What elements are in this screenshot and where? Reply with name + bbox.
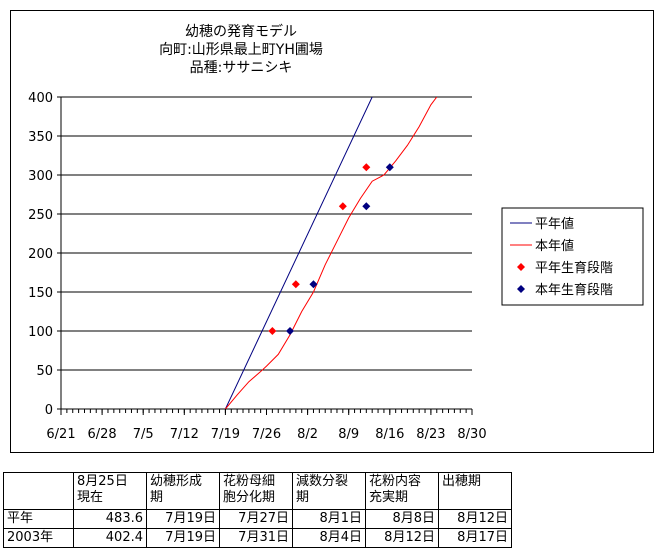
data-point xyxy=(338,202,347,211)
data-point xyxy=(385,163,394,172)
x-tick-label: 8/23 xyxy=(416,427,445,442)
data-point xyxy=(362,163,371,172)
data-point xyxy=(291,280,300,289)
table-cell: 8月12日 xyxy=(365,528,439,548)
table-cell: 483.6 xyxy=(73,509,147,529)
chart-title-line: 幼穂の発育モデル xyxy=(185,23,297,40)
table-cell: 8月8日 xyxy=(365,509,439,529)
y-tick-label: 300 xyxy=(28,169,53,184)
table-cell: 8月12日 xyxy=(438,509,512,529)
x-tick-label: 6/21 xyxy=(46,427,75,442)
data-point xyxy=(285,327,294,335)
table-header-cell xyxy=(3,472,74,510)
data-point xyxy=(309,280,318,289)
x-tick-label: 8/16 xyxy=(375,427,404,442)
x-tick-label: 8/2 xyxy=(297,427,318,442)
x-tick-label: 7/5 xyxy=(133,427,154,442)
x-tick-label: 7/19 xyxy=(211,427,240,442)
y-tick-label: 200 xyxy=(28,247,53,262)
y-tick-label: 350 xyxy=(28,130,53,145)
table-cell: 8月1日 xyxy=(292,509,366,529)
y-tick-label: 100 xyxy=(28,325,53,340)
table-header-cell: 8月25日 現在 xyxy=(73,472,147,510)
table-cell: 7月31日 xyxy=(219,528,293,548)
table-header-cell: 花粉内容 充実期 xyxy=(365,472,439,510)
chart-title-line: 向町:山形県最上町YH圃場 xyxy=(159,42,323,58)
y-tick-label: 50 xyxy=(36,364,53,379)
table-row-label: 平年 xyxy=(3,509,74,529)
chart-frame: 幼穂の発育モデル向町:山形県最上町YH圃場 品種:ササニシキ 0 50 100 150 20… xyxy=(10,10,654,453)
table-cell: 7月19日 xyxy=(146,509,220,529)
table-cell: 8月17日 xyxy=(438,528,512,548)
stage-table: 8月25日 現在 幼穂形成期 花粉母細 胞分化期 減数分裂期 花粉内容 充実期 出穂期… xyxy=(3,472,512,548)
table-cell: 8月4日 xyxy=(292,528,366,548)
table-cell: 7月19日 xyxy=(146,528,220,548)
data-point xyxy=(362,202,371,211)
legend-box xyxy=(501,207,644,306)
legend-label: 平年生育段階 xyxy=(535,260,613,276)
x-tick-label: 7/12 xyxy=(170,427,199,442)
legend-label: 平年値 xyxy=(535,216,574,232)
table-header-cell: 出穂期 xyxy=(438,472,512,510)
x-tick-label: 6/28 xyxy=(87,427,116,442)
x-tick-label: 8/30 xyxy=(457,427,486,442)
y-tick-label: 400 xyxy=(28,91,53,106)
y-tick-label: 150 xyxy=(28,286,53,301)
legend-label: 本年値 xyxy=(535,238,574,254)
legend-swatch xyxy=(517,263,525,271)
table-row-label: 2003年 xyxy=(3,528,74,548)
x-tick-label: 8/9 xyxy=(338,427,359,442)
legend-label: 本年生育段階 xyxy=(535,282,613,298)
x-tick-label: 7/26 xyxy=(252,427,281,442)
series-line xyxy=(224,97,373,409)
legend-swatch xyxy=(517,285,525,293)
table-header-cell: 減数分裂期 xyxy=(292,472,366,510)
chart-title-line: 品種:ササニシキ xyxy=(190,60,293,76)
table-header-row: 8月25日 現在 幼穂形成期 花粉母細 胞分化期 減数分裂期 花粉内容 充実期 出穂期 xyxy=(3,472,512,510)
table-header-cell: 花粉母細 胞分化期 xyxy=(219,472,293,510)
table-cell: 7月27日 xyxy=(219,509,293,529)
table-header-cell: 幼穂形成期 xyxy=(146,472,220,510)
table-row: 平年 483.6 7月19日 7月27日 8月1日 8月8日 8月12日 xyxy=(3,509,512,529)
y-tick-label: 0 xyxy=(45,403,53,418)
y-tick-label: 250 xyxy=(28,208,53,223)
table-cell: 402.4 xyxy=(73,528,147,548)
series-line xyxy=(225,97,438,409)
data-point xyxy=(268,327,277,335)
table-row: 2003年 402.4 7月19日 7月31日 8月4日 8月12日 8月17日 xyxy=(3,528,512,548)
